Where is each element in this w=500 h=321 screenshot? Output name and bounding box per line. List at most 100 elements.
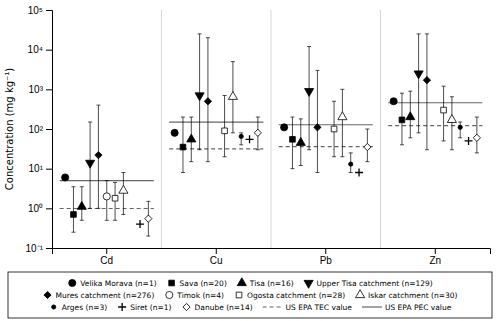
error-bar-stem — [106, 181, 107, 221]
x-tick-label: Cu — [210, 255, 223, 266]
point — [222, 128, 228, 134]
point — [349, 162, 353, 166]
error-bar-stem — [451, 97, 452, 150]
error-bar-cap — [307, 46, 311, 47]
error-bar-stem — [418, 34, 419, 133]
legend-swatch — [118, 303, 126, 311]
marks — [60, 10, 483, 248]
error-bar-cap — [80, 186, 84, 187]
error-bar-cap — [290, 168, 294, 169]
error-bar-cap — [400, 93, 404, 94]
y-axis-line — [46, 11, 53, 249]
legend-item: Siret (n=1) — [118, 303, 171, 312]
point — [239, 134, 243, 138]
error-bar — [458, 122, 462, 138]
point — [77, 201, 86, 209]
x-tick: Cd — [100, 248, 113, 266]
point — [364, 143, 371, 150]
legend-frame — [8, 272, 492, 318]
error-bar-cap — [307, 149, 311, 150]
y-tick: 10² — [29, 124, 52, 135]
y-axis-title: Concentration (mg kg⁻¹) — [4, 68, 15, 191]
error-bar-stem — [224, 95, 225, 156]
point — [254, 129, 261, 136]
x-tick: Zn — [429, 248, 441, 266]
legend-item: Iskar catchment (n=30) — [356, 290, 458, 300]
error-bar — [105, 181, 109, 221]
error-bar-cap — [113, 182, 117, 183]
error-bar-cap — [239, 144, 243, 145]
point — [246, 135, 254, 143]
error-bar — [307, 47, 311, 150]
legend-swatch — [263, 306, 283, 307]
x-tick-mark — [216, 248, 217, 254]
y-tick-mark — [46, 50, 52, 51]
error-bar-stem — [342, 89, 343, 156]
point — [171, 129, 178, 136]
error-bar-cap — [365, 129, 369, 130]
error-bar-cap — [181, 172, 185, 173]
error-bar-cap — [206, 161, 210, 162]
point — [119, 185, 128, 193]
error-bar — [442, 86, 446, 141]
error-bar — [400, 93, 404, 145]
error-bar — [71, 187, 75, 232]
point — [86, 160, 95, 168]
error-bar-cap — [206, 37, 210, 38]
legend-swatch — [237, 278, 246, 286]
point — [296, 137, 305, 145]
y-tick-label: 10² — [29, 124, 44, 135]
error-bar — [349, 153, 353, 173]
separator — [271, 10, 272, 248]
error-bar-cap — [88, 122, 92, 123]
error-bar-cap — [189, 161, 193, 162]
point — [338, 112, 347, 120]
error-bar-cap — [146, 201, 150, 202]
x-tick-mark — [325, 248, 326, 254]
legend-label: Upper Tisa catchment (n=129) — [317, 279, 433, 288]
y-tick-mark — [46, 169, 52, 170]
y-tick: 10⁰ — [28, 203, 52, 214]
x-axis-line — [53, 249, 491, 255]
point — [136, 220, 144, 228]
legend-item: Tisa (n=16) — [237, 278, 293, 288]
error-bar-cap — [189, 117, 193, 118]
y-tick-label: 10⁻¹ — [26, 243, 44, 254]
legend-label: Timok (n=4) — [176, 291, 224, 300]
error-bar-cap — [299, 165, 303, 166]
error-bar — [181, 117, 185, 172]
y-tick: 10⁵ — [28, 5, 52, 16]
legend-label: Sava (n=20) — [180, 279, 227, 288]
error-bar-cap — [256, 149, 260, 150]
y-axis: 10⁻¹10⁰10¹10²10³10⁴10⁵ — [26, 5, 53, 254]
point — [465, 137, 473, 145]
point — [195, 93, 204, 101]
error-bar — [113, 182, 117, 220]
x-tick: Cu — [210, 248, 223, 266]
legend-item: Ogosta catchment (n=28) — [236, 291, 345, 300]
y-tick-label: 10⁵ — [28, 5, 43, 16]
error-bar-cap — [96, 105, 100, 106]
error-bar-cap — [408, 91, 412, 92]
error-bar-cap — [256, 117, 260, 118]
point — [458, 125, 462, 129]
error-bar-stem — [309, 47, 310, 150]
point — [423, 77, 430, 84]
error-bar-cap — [450, 96, 454, 97]
legend-item: Velika Morava (n=1) — [69, 279, 157, 288]
point — [406, 112, 415, 120]
x-tick-mark — [106, 248, 107, 254]
y-tick-mark — [46, 208, 52, 209]
error-bar-cap — [408, 137, 412, 138]
error-bar-cap — [442, 140, 446, 141]
error-bar-cap — [349, 172, 353, 173]
error-bar — [340, 89, 344, 156]
error-bar-stem — [443, 86, 444, 141]
error-bar-cap — [71, 186, 75, 187]
y-tick-label: 10⁴ — [28, 44, 43, 55]
y-tick: 10³ — [29, 84, 52, 95]
x-tick-label: Zn — [429, 255, 441, 266]
error-bar-stem — [426, 34, 427, 150]
legend: Velika Morava (n=1) Sava (n=20) Tisa (n=16… — [8, 272, 492, 318]
error-bar-cap — [332, 101, 336, 102]
